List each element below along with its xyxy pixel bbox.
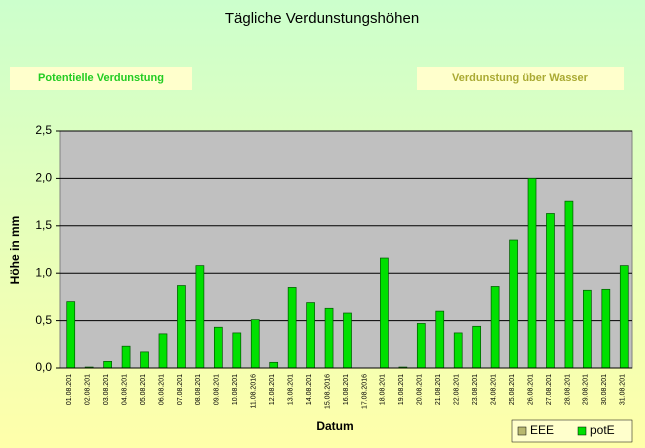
bar — [213, 326, 223, 369]
annotation: Potentielle Verdunstung — [38, 72, 164, 84]
bar — [509, 239, 518, 369]
x-tick-label: 08.08.201 — [195, 374, 202, 405]
bar — [583, 289, 592, 369]
x-tick-label: 06.08.201 — [158, 374, 165, 405]
x-tick-label: 29.08.201 — [583, 374, 590, 405]
x-tick-label: 31.08.201 — [620, 374, 627, 405]
bar — [601, 288, 611, 369]
bar — [195, 265, 205, 369]
x-tick-label: 11.08.2016 — [251, 374, 258, 409]
bar — [435, 310, 445, 369]
bar — [490, 286, 500, 369]
x-tick-label: 21.08.201 — [435, 374, 442, 405]
x-tick-label: 10.08.201 — [232, 374, 239, 405]
x-axis-label: Datum — [316, 419, 353, 433]
y-tick-label: 0,5 — [35, 313, 52, 327]
x-tick-label: 30.08.201 — [601, 374, 608, 405]
x-tick-label: 24.08.201 — [490, 374, 497, 405]
bar — [121, 345, 131, 369]
bar — [453, 332, 463, 369]
legend — [511, 419, 633, 443]
bar — [343, 312, 352, 369]
x-tick-label: 16.08.201 — [343, 374, 350, 405]
bar — [380, 257, 389, 369]
bar — [66, 301, 76, 369]
bar — [158, 333, 168, 369]
bar — [416, 323, 426, 369]
x-tick-label: 23.08.201 — [472, 374, 479, 405]
bar — [564, 200, 574, 369]
x-tick-label: 07.08.201 — [177, 374, 184, 405]
y-tick-label: 2,5 — [35, 123, 52, 137]
bar — [140, 351, 149, 369]
annotation: Verdunstung über Wasser — [452, 72, 589, 84]
legend-swatch — [577, 426, 587, 436]
bar — [619, 265, 629, 369]
chart-title: Tägliche Verdunstungshöhen — [225, 10, 419, 27]
legend-label: EEE — [530, 423, 554, 437]
bar — [103, 361, 112, 369]
bar — [269, 361, 279, 369]
x-tick-label: 19.08.201 — [398, 374, 405, 405]
x-tick-label: 14.08.201 — [306, 374, 313, 405]
x-tick-label: 12.08.201 — [269, 374, 276, 405]
x-tick-label: 02.08.201 — [85, 374, 92, 405]
x-tick-label: 18.08.201 — [380, 374, 387, 405]
bar — [287, 287, 297, 369]
annotation-box — [10, 67, 192, 90]
x-tick-label: 20.08.201 — [417, 374, 424, 405]
bar — [527, 178, 537, 369]
x-tick-label: 27.08.201 — [546, 374, 553, 405]
x-tick-label: 17.08.2016 — [361, 374, 368, 409]
x-tick-label: 22.08.201 — [454, 374, 461, 405]
x-tick-label: 03.08.201 — [103, 374, 110, 405]
bar — [232, 332, 242, 369]
x-tick-label: 13.08.201 — [287, 374, 294, 405]
x-tick-label: 15.08.2016 — [324, 374, 331, 409]
y-tick-label: 1,5 — [35, 218, 52, 232]
x-tick-label: 04.08.201 — [121, 374, 128, 405]
bar — [472, 325, 482, 369]
x-tick-label: 01.08.201 — [66, 374, 73, 405]
x-tick-label: 28.08.201 — [564, 374, 571, 405]
bar — [250, 319, 260, 369]
x-tick-label: 26.08.201 — [527, 374, 534, 405]
bar — [306, 302, 315, 369]
legend-label: potE — [590, 423, 615, 437]
bar — [324, 307, 334, 369]
y-tick-label: 2,0 — [35, 171, 52, 185]
bar — [177, 285, 186, 369]
annotation-box — [417, 67, 624, 90]
y-tick-label: 0,0 — [35, 360, 52, 374]
x-tick-label: 25.08.201 — [509, 374, 516, 405]
x-tick-label: 09.08.201 — [214, 374, 221, 405]
bar — [546, 213, 555, 369]
y-tick-label: 1,0 — [35, 265, 52, 279]
x-tick-label: 05.08.201 — [140, 374, 147, 405]
y-axis-label: Höhe in mm — [8, 216, 22, 285]
legend-swatch — [517, 426, 527, 436]
